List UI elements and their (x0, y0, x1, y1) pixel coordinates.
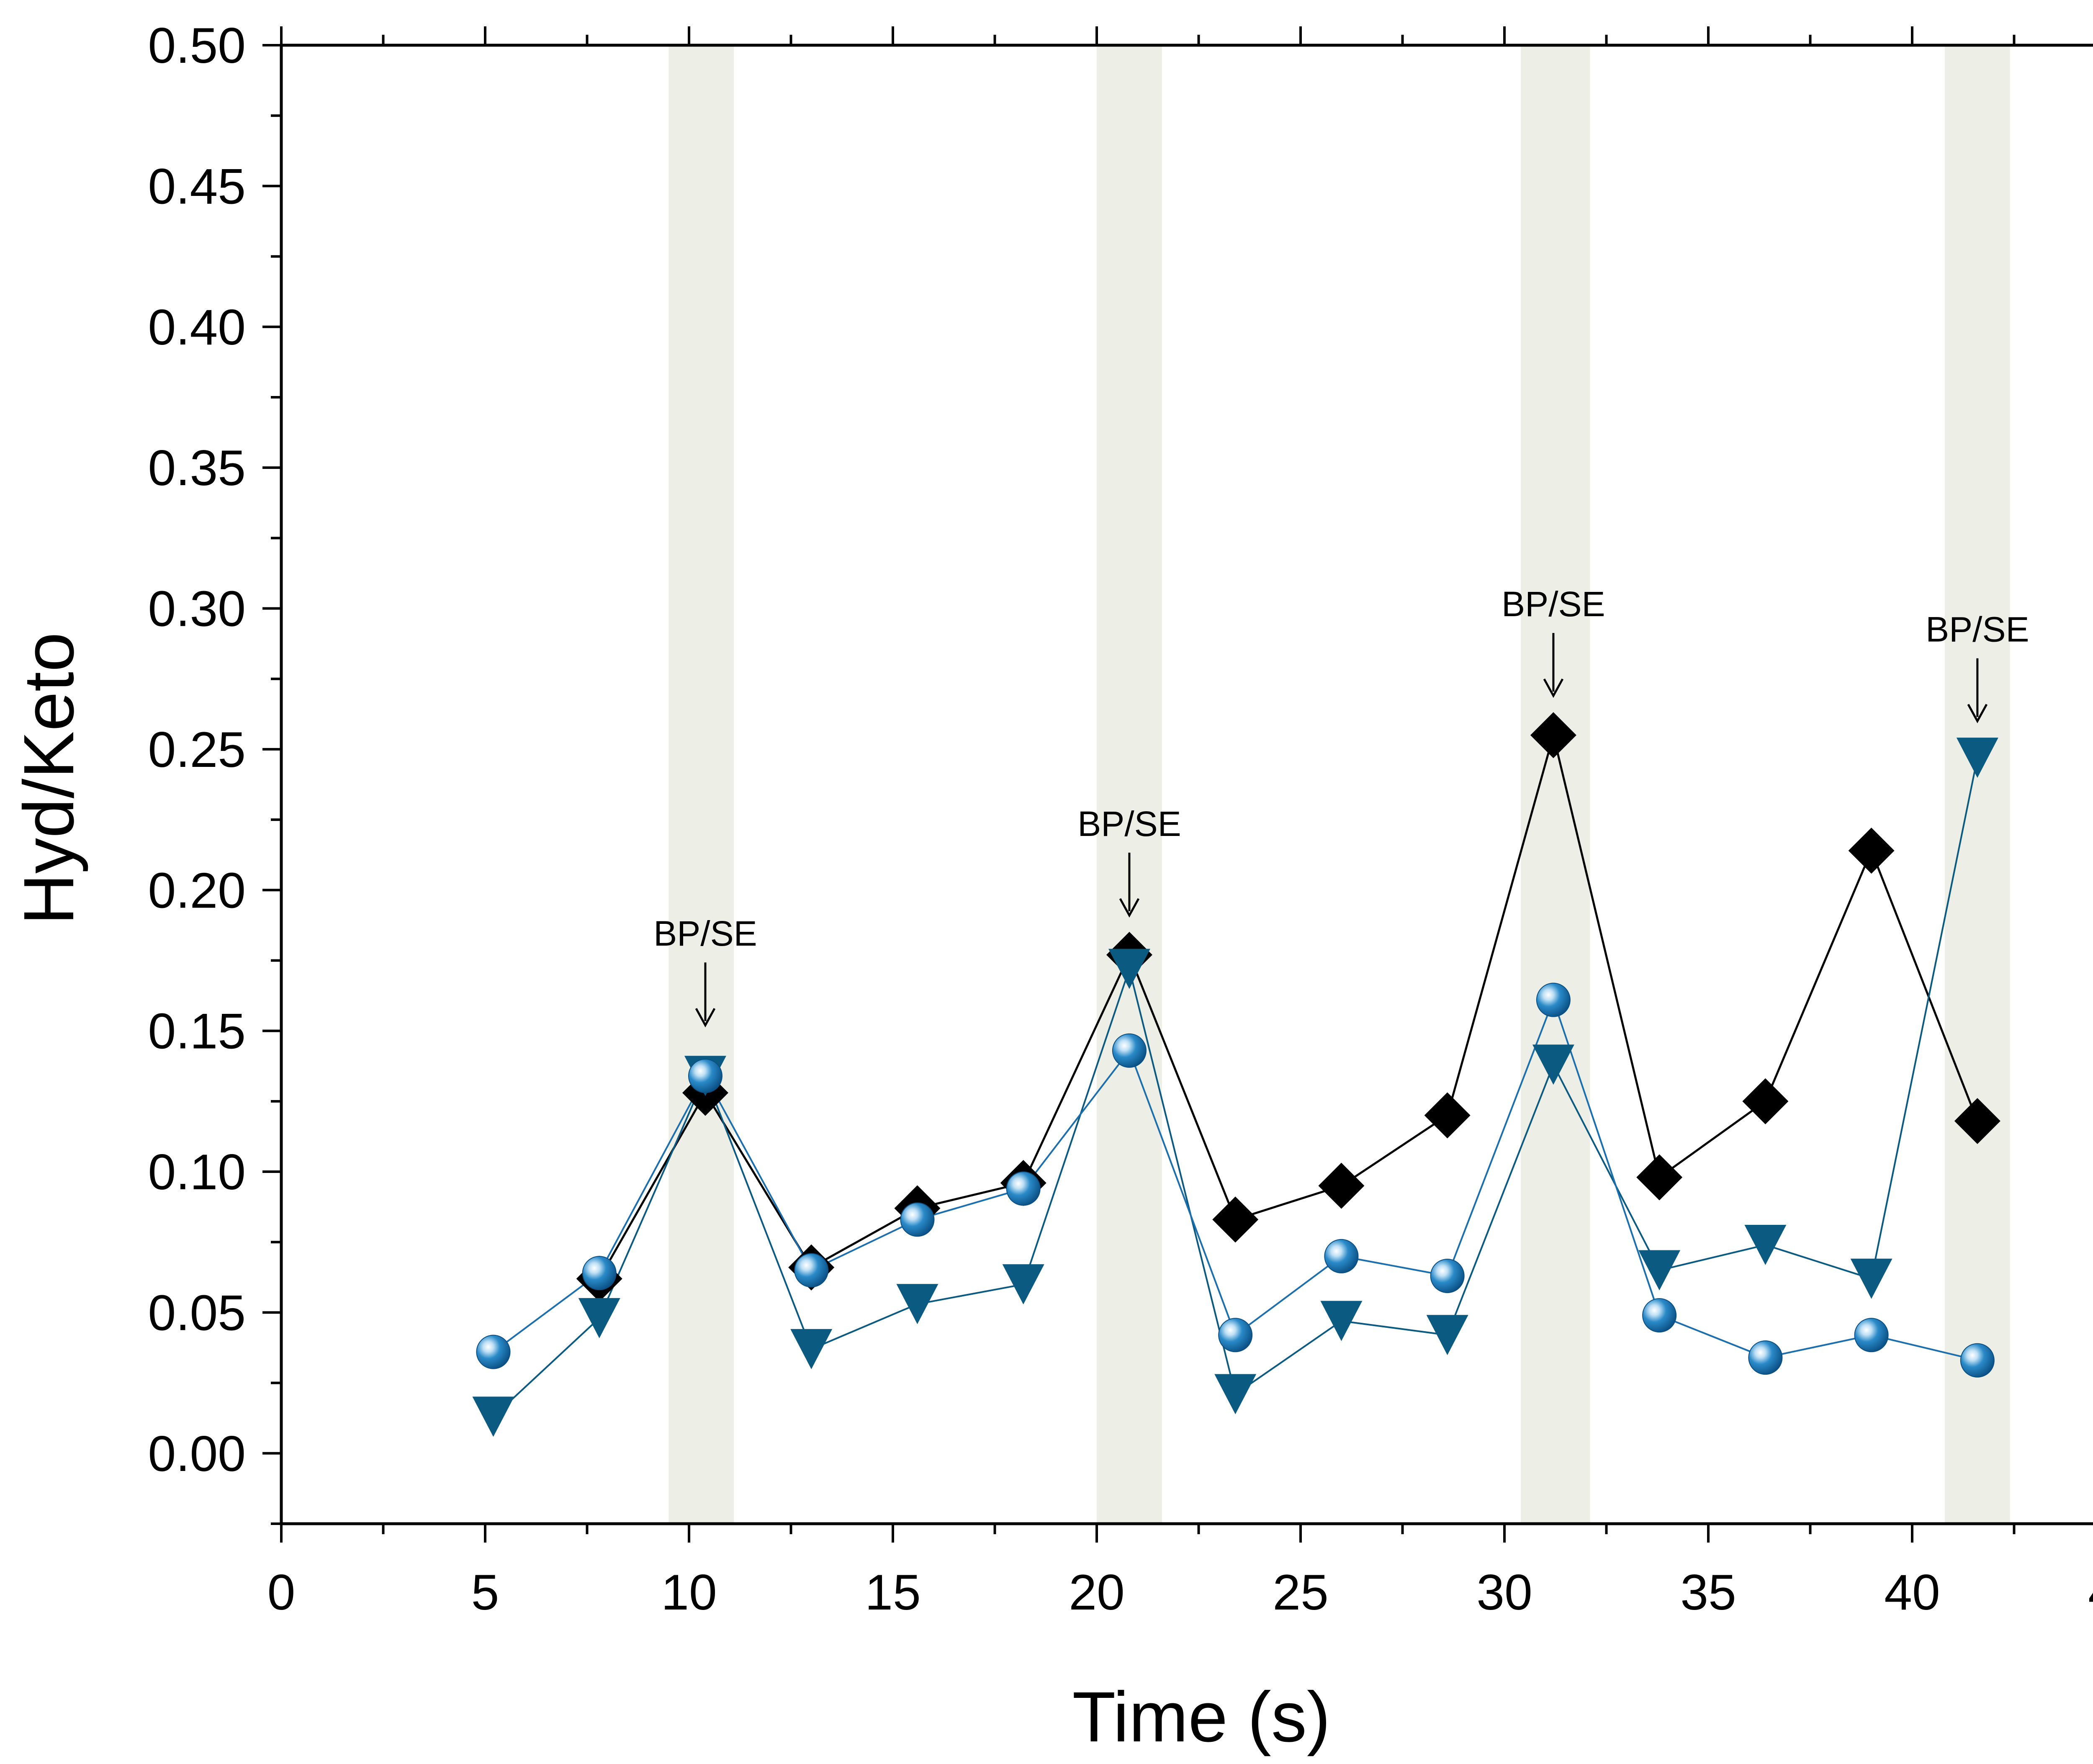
triangle-marker (1850, 1258, 1892, 1299)
triangle-marker (896, 1284, 939, 1324)
x-tick-label: 15 (865, 1564, 921, 1620)
x-tick-label: 10 (661, 1564, 717, 1620)
y-tick-label: 0.30 (148, 581, 246, 637)
annotation-label: BP/SE (1502, 584, 1605, 624)
annotation-arrow-head (1967, 704, 1988, 723)
circle-marker (688, 1059, 723, 1093)
x-axis-label: Time (s) (1072, 1677, 1331, 1757)
shaded-band (669, 45, 734, 1524)
diamond-marker (1954, 1098, 2000, 1144)
triangle-marker (1320, 1301, 1363, 1341)
triangle-marker (578, 1298, 620, 1338)
x-tick-label: 45 (2088, 1564, 2093, 1620)
diamond-marker (1848, 828, 1895, 874)
plot-frame (280, 44, 2093, 1525)
circle-marker (1748, 1340, 1783, 1375)
shaded-band (1944, 45, 2010, 1524)
annotation-label: BP/SE (1926, 610, 2029, 649)
triangle-marker (1214, 1374, 1257, 1414)
y-tick-label: 0.15 (148, 1003, 246, 1059)
diamond-marker (1212, 1196, 1259, 1243)
triangle-marker (1638, 1250, 1681, 1291)
diamond-marker (1636, 1154, 1683, 1201)
diamond-marker (1424, 1092, 1471, 1139)
series-line (598, 731, 1979, 1279)
triangle-marker (1956, 738, 1998, 778)
diamond-marker (1318, 1162, 1365, 1209)
circle-marker (1960, 1343, 1995, 1378)
y-tick-label: 0.05 (148, 1285, 246, 1341)
diamond-marker (1530, 712, 1576, 759)
y-axis-label: Hyd/Keto (9, 632, 89, 925)
annotation-label: BP/SE (1077, 804, 1181, 843)
circle-marker (900, 1202, 935, 1237)
y-tick-label: 0.50 (148, 18, 246, 74)
triangle-marker (790, 1329, 833, 1369)
x-tick-label: 5 (471, 1564, 499, 1620)
circle-marker (582, 1256, 617, 1291)
y-tick-label: 0.25 (148, 722, 246, 778)
shaded-band (1097, 45, 1162, 1524)
diamond-marker (1742, 1078, 1789, 1124)
triangle-marker (1532, 1044, 1574, 1085)
triangle-marker (1426, 1315, 1468, 1355)
circle-marker (1430, 1258, 1465, 1293)
triangle-marker (472, 1396, 514, 1437)
circle-marker (1854, 1318, 1889, 1353)
annotation-arrow-head (1119, 898, 1140, 918)
triangle-marker (1108, 949, 1150, 989)
circle-marker (1218, 1318, 1253, 1353)
triangle-marker (1744, 1224, 1787, 1265)
circle-marker (1642, 1298, 1677, 1333)
x-tick-label: 25 (1273, 1564, 1328, 1620)
circle-marker (1324, 1239, 1359, 1273)
y-tick-label: 0.35 (148, 440, 246, 496)
y-tick-label: 0.10 (148, 1144, 246, 1200)
shaded-band (1520, 45, 1590, 1524)
annotation-label: BP/SE (653, 914, 757, 953)
annotation-arrow-head (695, 1008, 716, 1028)
x-tick-label: 35 (1680, 1564, 1736, 1620)
y-tick-label: 0.00 (148, 1426, 246, 1482)
y-tick-label: 0.40 (148, 299, 246, 355)
triangle-marker (1002, 1264, 1044, 1305)
y-tick-label: 0.20 (148, 862, 246, 918)
x-tick-label: 40 (1884, 1564, 1940, 1620)
circle-marker (1112, 1033, 1147, 1068)
y-tick-label: 0.45 (148, 158, 246, 214)
circle-marker (794, 1253, 829, 1288)
annotation-arrow-head (1543, 678, 1564, 698)
circle-marker (476, 1335, 511, 1369)
x-tick-label: 0 (267, 1564, 296, 1620)
x-tick-label: 30 (1476, 1564, 1532, 1620)
x-tick-label: 20 (1069, 1564, 1124, 1620)
circle-marker (1006, 1171, 1041, 1206)
circle-marker (1536, 982, 1571, 1017)
